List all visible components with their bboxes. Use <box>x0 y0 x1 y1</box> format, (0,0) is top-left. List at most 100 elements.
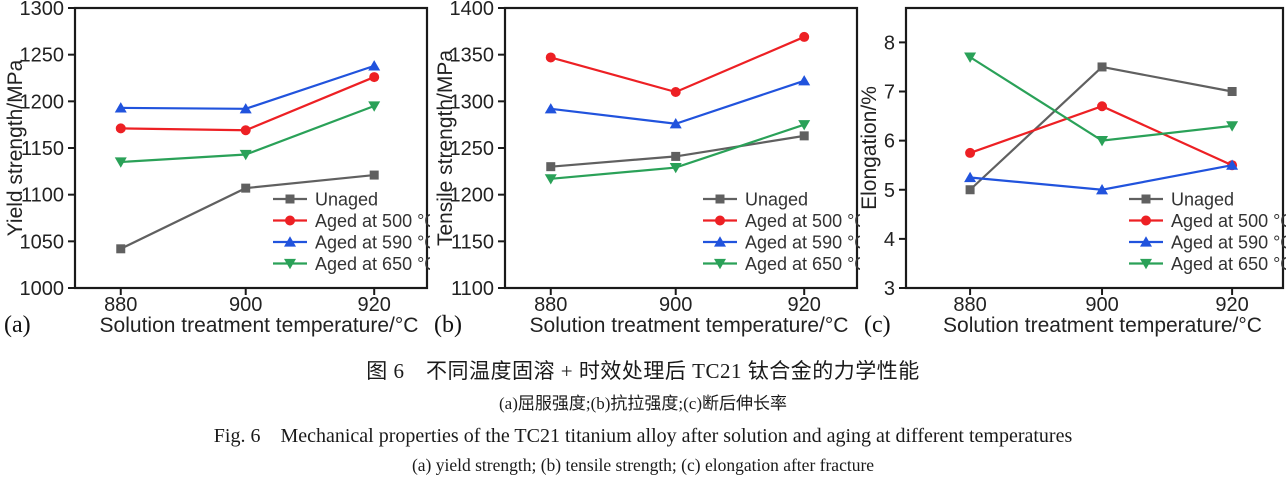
legend-item-label: Aged at 650 °C <box>315 254 430 274</box>
data-point-marker <box>798 120 811 131</box>
data-point-marker <box>670 87 681 97</box>
data-point-marker <box>964 171 977 183</box>
data-point-marker <box>369 72 380 83</box>
data-point-marker <box>798 75 811 86</box>
legend-item-label: Unaged <box>1171 190 1234 210</box>
legend-item-label: Aged at 650 °C <box>1171 254 1286 274</box>
data-point-marker <box>368 60 381 71</box>
y-tick-label: 5 <box>884 180 895 202</box>
series-line <box>120 64 375 110</box>
legend-item-label: Unaged <box>315 190 378 210</box>
data-point-marker <box>240 125 251 136</box>
x-tick-label: 900 <box>229 294 262 316</box>
y-tick-label: 6 <box>884 131 895 153</box>
series-line <box>550 123 805 180</box>
data-point-marker <box>965 185 975 195</box>
y-tick-label: 1400 <box>450 0 495 20</box>
series-line <box>550 79 805 125</box>
legend-marker-icon <box>1141 194 1151 204</box>
legend-marker-icon <box>1141 215 1151 226</box>
y-tick-label: 7 <box>884 82 895 104</box>
legend-item-label: Aged at 590 °C <box>745 233 860 253</box>
series-line <box>550 35 805 94</box>
y-tick-label: 1300 <box>450 91 495 113</box>
legend-item-label: Unaged <box>745 190 808 210</box>
data-point-marker <box>964 52 977 63</box>
tensile-strength-panel: 1100 1150 1200 1250 1300 1350 1400 880 900 920 Sol… <box>430 0 860 340</box>
legend-marker-icon <box>285 194 295 204</box>
panel-letter-label: (c) <box>864 312 891 338</box>
data-point-marker <box>1227 87 1237 97</box>
y-tick-label: 1200 <box>450 185 495 207</box>
data-point-marker <box>1097 62 1107 72</box>
y-tick-label: 1300 <box>20 0 65 20</box>
legend-marker-icon <box>284 258 296 270</box>
y-tick-label: 1150 <box>451 231 494 253</box>
y-tick-label: 1000 <box>20 278 65 300</box>
y-tick-label: 4 <box>884 229 895 251</box>
data-point-marker <box>368 101 381 112</box>
y-axis-label: Tensile strength/MPa <box>434 50 457 246</box>
x-tick-label: 920 <box>358 294 391 316</box>
data-point-marker <box>669 163 682 174</box>
y-tick-label: 1200 <box>20 91 65 113</box>
elongation-panel: 3 4 5 6 7 8 880 900 920 Solution treatment temper… <box>860 0 1286 340</box>
legend-marker-icon <box>1140 236 1152 247</box>
series-line <box>969 105 1233 167</box>
legend-item-label: Aged at 500 °C <box>745 211 860 231</box>
legend-item-label: Aged at 500 °C <box>315 211 430 231</box>
data-point-marker <box>1096 184 1109 195</box>
legend-item-label: Aged at 590 °C <box>315 233 430 253</box>
series-line <box>120 76 375 132</box>
data-point-marker <box>114 157 127 168</box>
caption-chinese-title: 图 6 不同温度固溶 + 时效处理后 TC21 钛合金的力学性能 <box>366 359 920 383</box>
y-tick-label: 1100 <box>451 278 494 300</box>
caption-chinese-subtitle: (a)屈服强度;(b)抗拉强度;(c)断后伸长率 <box>498 394 787 413</box>
y-axis-label: Yield strength/MPa <box>4 59 27 236</box>
x-axis-label: Solution treatment temperature/°C <box>530 314 849 337</box>
x-tick-label: 900 <box>1085 294 1118 316</box>
tensile-strength-chart: 1100 1150 1200 1250 1300 1350 1400 880 900 920Sol… <box>434 0 860 338</box>
figure-captions: 图 6 不同温度固溶 + 时效处理后 TC21 钛合金的力学性能 (a)屈服强度… <box>0 356 1286 479</box>
data-point-marker <box>1096 136 1109 147</box>
data-point-marker <box>1097 101 1108 112</box>
x-tick-label: 880 <box>104 294 137 316</box>
legend-marker-icon <box>284 236 296 247</box>
yield-strength-panel: 1000 1050 1100 1150 1200 1250 1300 880 900 920 Sol… <box>0 0 430 340</box>
y-tick-label: 1250 <box>450 138 495 160</box>
charts-row: 1000 1050 1100 1150 1200 1250 1300 880 900 920 Sol… <box>0 0 1286 340</box>
data-point-marker <box>239 149 252 161</box>
data-point-marker <box>115 123 126 134</box>
legend-marker-icon <box>715 215 725 226</box>
legend-item-label: Aged at 500 °C <box>1171 211 1286 231</box>
data-point-marker <box>799 31 810 42</box>
data-point-marker <box>669 118 682 129</box>
series-line <box>969 65 1233 191</box>
legend-marker-icon <box>714 258 726 270</box>
x-tick-label: 900 <box>659 294 692 316</box>
y-tick-label: 1100 <box>21 185 64 207</box>
yield-strength-chart: 1000 1050 1100 1150 1200 1250 1300 880 900 920Sol… <box>4 0 430 338</box>
y-tick-label: 1250 <box>20 45 65 67</box>
data-point-marker <box>546 162 556 172</box>
y-tick-label: 1150 <box>21 138 64 160</box>
data-point-marker <box>965 147 976 158</box>
data-point-marker <box>114 102 127 113</box>
data-point-marker <box>545 52 556 63</box>
x-axis-label: Solution treatment temperature/°C <box>100 314 419 337</box>
y-tick-label: 1350 <box>450 45 495 67</box>
data-point-marker <box>671 151 681 161</box>
panel-letter-label: (b) <box>434 312 462 338</box>
panel-letter-label: (a) <box>4 312 31 338</box>
x-tick-label: 920 <box>788 294 821 316</box>
x-axis-label: Solution treatment temperature/°C <box>943 314 1262 337</box>
data-point-marker <box>1226 121 1239 132</box>
y-axis-label: Elongation/% <box>860 86 881 210</box>
caption-english-subtitle: (a) yield strength; (b) tensile strength… <box>411 455 875 475</box>
data-point-marker <box>241 183 251 193</box>
y-tick-label: 8 <box>884 32 895 54</box>
x-tick-label: 880 <box>534 294 567 316</box>
data-point-marker <box>369 170 379 180</box>
data-point-marker <box>799 131 809 141</box>
x-tick-label: 920 <box>1215 294 1248 316</box>
